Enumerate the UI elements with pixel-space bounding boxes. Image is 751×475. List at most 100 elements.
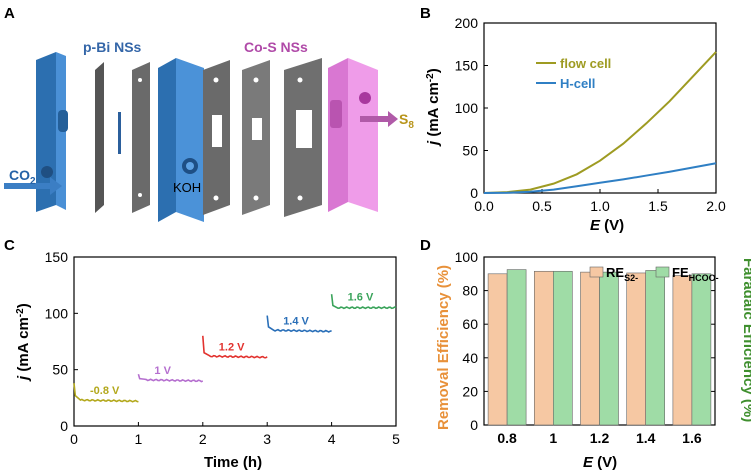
bar-re-1.6 — [672, 275, 693, 426]
panel-a-letter: A — [4, 5, 15, 22]
panel-a: A CO2 p-Bi NSs KOH Co-S NS — [4, 5, 414, 222]
x-tick-label: 5 — [392, 431, 400, 447]
series-label: 1.6 V — [348, 292, 374, 304]
x-tick-label: 0.0 — [474, 198, 494, 214]
co2-inlet-arrow — [4, 166, 62, 195]
series-line-0 — [73, 383, 139, 403]
bi-electrode — [118, 112, 121, 154]
y-tick-label: 0 — [470, 185, 478, 201]
y-tick-label: 100 — [45, 305, 69, 321]
panel-c-xlabel: Time (h) — [204, 454, 262, 471]
panel-d-bars — [487, 269, 712, 426]
series-label: 1.2 V — [219, 341, 245, 353]
legend-label-main: RE — [606, 265, 624, 280]
legend-label-main: FE — [672, 265, 689, 280]
panel-d-ticks: 0 20 40 60 80 100 0.8 1 1.2 1.4 1.6 — [455, 249, 715, 446]
panel-b: B 0.0 0.5 1.0 1.5 2.0 0 50 100 150 200 flow cell H… — [420, 5, 726, 234]
x-tick-label: 0.5 — [532, 198, 552, 214]
panel-b-legend: flow cell H-cell — [536, 56, 611, 91]
y-tick-label: 20 — [462, 383, 478, 399]
legend-label: flow cell — [560, 56, 611, 71]
panel-d-xlabel: E (V) — [583, 454, 617, 471]
x-tick-label: 1.4 — [636, 430, 656, 446]
panel-d-letter: D — [420, 237, 431, 254]
y-tick-label: 50 — [52, 362, 68, 378]
legend-swatch — [655, 266, 670, 278]
series-label: 1 V — [154, 365, 171, 377]
gasket-5 — [284, 58, 322, 217]
x-tick-label: 2.0 — [706, 198, 726, 214]
bar-fe-1.2 — [599, 271, 619, 426]
x-tick-label: 1.5 — [648, 198, 668, 214]
legend-label: RES2- — [606, 265, 638, 283]
y-tick-label: 200 — [455, 15, 479, 31]
series-label: -0.8 V — [90, 385, 120, 397]
gasket-4 — [242, 60, 270, 215]
bar-re-1 — [533, 270, 554, 426]
gasket-1 — [95, 62, 104, 213]
series-line-1 — [137, 373, 204, 383]
x-tick-label: 1.6 — [682, 430, 702, 446]
x-tick-label: 0 — [70, 431, 78, 447]
panel-b-ylabel: j (mA cm-2) — [425, 68, 442, 147]
y-tick-label: 100 — [455, 100, 479, 116]
legend-label-sub: S2- — [624, 273, 638, 283]
bar-fe-0.8 — [506, 269, 527, 426]
panel-d-legend: RES2- FEHCOO- — [589, 265, 719, 283]
panel-d: D 0 20 40 60 80 100 0.8 1 1.2 1.4 1.6 RES2- FEHCOO-… — [420, 237, 751, 471]
bar-fe-1.6 — [691, 273, 712, 426]
panel-b-frame — [483, 22, 717, 194]
y-tick-label: 60 — [462, 316, 478, 332]
x-tick-label: 1.2 — [590, 430, 610, 446]
y-tick-label: 40 — [462, 350, 478, 366]
bar-fe-1.4 — [645, 270, 666, 426]
panel-d-ylabel-left: Removal Efficiency (%) — [435, 265, 452, 430]
panel-b-xlabel: E (V) — [590, 217, 624, 234]
x-tick-label: 4 — [328, 431, 336, 447]
panel-d-ylabel-right: Faradaic Efficiency (%) — [740, 258, 751, 422]
y-tick-label: 0 — [60, 418, 68, 434]
series-line-flow-cell — [483, 51, 717, 194]
panel-c-series: -0.8 V 1 V 1.2 V 1.4 V 1.6 V — [73, 292, 397, 403]
x-tick-label: 1 — [135, 431, 143, 447]
series-line-3 — [266, 315, 332, 333]
center-flow-plate — [158, 58, 204, 222]
series-line-2 — [202, 335, 268, 359]
y-tick-label: 150 — [45, 249, 69, 265]
legend-swatch — [589, 266, 604, 278]
co-s-label: Co-S NSs — [244, 39, 308, 55]
right-end-plate — [328, 58, 378, 212]
legend-label: H-cell — [560, 76, 595, 91]
bar-re-0.8 — [487, 273, 508, 426]
panel-c-frame — [73, 256, 397, 427]
y-tick-label: 50 — [462, 143, 478, 159]
series-line-h-cell — [483, 162, 717, 194]
gasket-3 — [203, 60, 230, 215]
koh-label: KOH — [173, 180, 201, 195]
y-tick-label: 150 — [455, 58, 479, 74]
bar-fe-1 — [552, 270, 573, 426]
gasket-2 — [132, 62, 150, 213]
panel-b-ticks: 0.0 0.5 1.0 1.5 2.0 0 50 100 150 200 — [455, 15, 726, 214]
legend-label-sub: HCOO- — [689, 273, 719, 283]
x-tick-label: 0.8 — [497, 430, 517, 446]
series-line-4 — [330, 294, 397, 310]
series-label: 1.4 V — [283, 315, 309, 327]
panel-b-series — [483, 51, 717, 194]
legend-label: FEHCOO- — [672, 265, 719, 283]
x-tick-label: 3 — [263, 431, 271, 447]
panel-b-letter: B — [420, 5, 431, 22]
panel-c-ylabel: j (mA cm-2) — [15, 303, 32, 382]
x-tick-label: 1 — [549, 430, 557, 446]
s8-label: S8 — [399, 111, 414, 131]
co2-label: CO2 — [9, 167, 36, 187]
bar-re-1.2 — [580, 271, 600, 426]
y-tick-label: 100 — [455, 249, 479, 265]
bar-re-1.4 — [626, 272, 647, 426]
x-tick-label: 1.0 — [590, 198, 610, 214]
panel-c-letter: C — [4, 237, 15, 254]
p-bi-label: p-Bi NSs — [83, 39, 142, 55]
